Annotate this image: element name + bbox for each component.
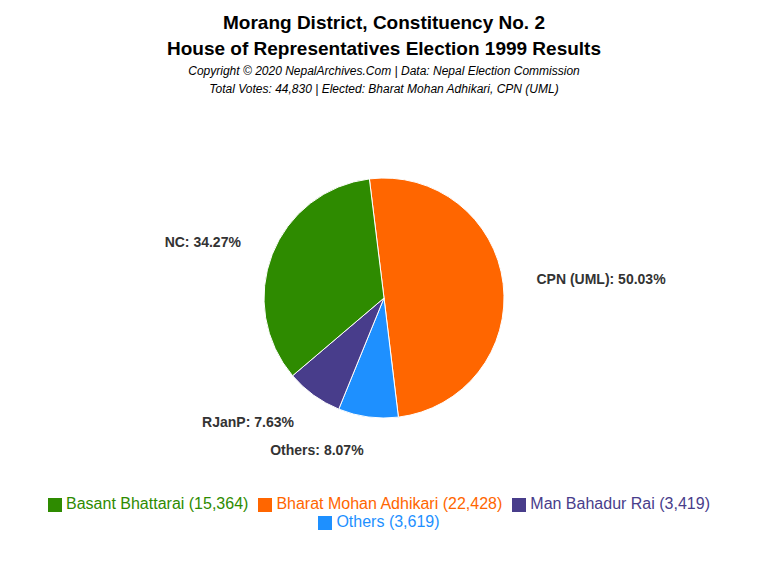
svg-text:NC: 34.27%: NC: 34.27% — [165, 234, 242, 250]
html-text:Others (3,619): Others (3,619) — [336, 513, 440, 530]
html-text:House of Representatives Elect: House of Representatives Election 1999 R… — [167, 38, 601, 59]
html-text:Total Votes: 44,830 | Elected:: Total Votes: 44,830 | Elected: Bharat Mo… — [209, 82, 559, 96]
html-text:Morang District, Constituency: Morang District, Constituency No. 2 — [223, 12, 545, 33]
html-text:Man Bahadur Rai (3,419): Man Bahadur Rai (3,419) — [530, 495, 710, 512]
svg-text:RJanP: 7.63%: RJanP: 7.63% — [202, 414, 294, 430]
html-text:Copyright © 2020 NepalArchives: Copyright © 2020 NepalArchives.Com | Dat… — [188, 64, 580, 78]
svg-text:Others: 8.07%: Others: 8.07% — [270, 442, 364, 458]
svg-text:CPN (UML): 50.03%: CPN (UML): 50.03% — [536, 271, 666, 287]
html-text:Basant Bhattarai (15,364): Basant Bhattarai (15,364) — [66, 495, 249, 512]
html-text:Bharat Mohan Adhikari (22,428): Bharat Mohan Adhikari (22,428) — [276, 495, 503, 512]
